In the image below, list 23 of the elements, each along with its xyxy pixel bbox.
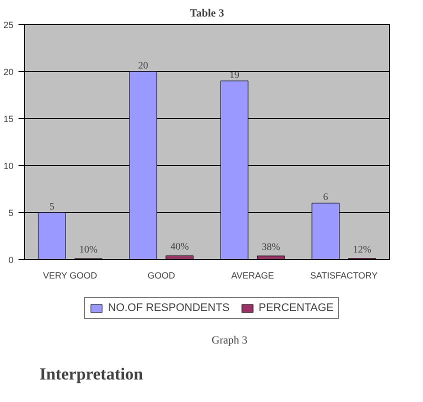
data-label: 12%	[352, 244, 372, 256]
y-tick-label: 10	[3, 161, 14, 171]
data-label: 19	[229, 70, 240, 81]
chart-title: Table 3	[190, 8, 225, 20]
x-tick-label: VERY GOOD	[42, 270, 98, 280]
data-label: 10%	[79, 244, 98, 256]
y-tick-label: 25	[3, 20, 14, 30]
x-tick-label: SATISFACTORY	[310, 270, 378, 280]
y-tick-label: 5	[8, 208, 14, 218]
y-tick-label: 15	[3, 114, 14, 124]
x-tick-label: GOOD	[148, 270, 176, 280]
data-label: 5	[49, 202, 54, 212]
y-tick-label: 0	[8, 255, 14, 265]
data-label: 6	[323, 192, 328, 204]
x-tick-label: AVERAGE	[231, 270, 274, 280]
legend-label: PERCENTAGE	[258, 302, 334, 314]
data-label: 40%	[170, 242, 189, 253]
caption: Graph 3	[212, 334, 248, 346]
legend-label: NO.OF RESPONDENTS	[108, 302, 230, 314]
data-label: 38%	[262, 242, 280, 253]
y-tick-label: 20	[3, 67, 14, 77]
text: Interpretation	[40, 364, 144, 384]
data-label: 20	[138, 60, 148, 72]
